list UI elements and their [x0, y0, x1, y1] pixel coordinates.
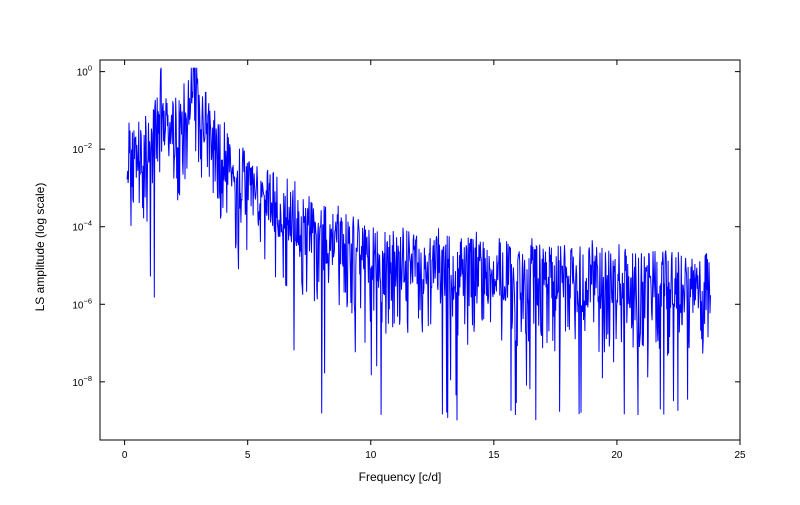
svg-text:5: 5: [245, 450, 251, 461]
periodogram-chart: 0 5 10 15 20 25 10−8 10−6 10−4 10−2 100: [0, 0, 800, 500]
x-axis-label: Frequency [c/d]: [0, 470, 800, 484]
figure: 0 5 10 15 20 25 10−8 10−6 10−4 10−2 100 LS amplitu…: [0, 0, 800, 500]
svg-text:25: 25: [734, 450, 746, 461]
y-axis-label: LS amplitude (log scale): [33, 167, 47, 327]
periodogram-line: [127, 68, 710, 421]
svg-text:100: 100: [77, 64, 92, 79]
svg-text:10−4: 10−4: [72, 219, 92, 234]
svg-text:15: 15: [488, 450, 500, 461]
svg-text:10−2: 10−2: [72, 141, 92, 156]
svg-text:10−8: 10−8: [72, 374, 92, 389]
svg-text:0: 0: [122, 450, 128, 461]
svg-text:10: 10: [365, 450, 377, 461]
svg-text:10−6: 10−6: [72, 296, 92, 311]
svg-text:20: 20: [611, 450, 623, 461]
